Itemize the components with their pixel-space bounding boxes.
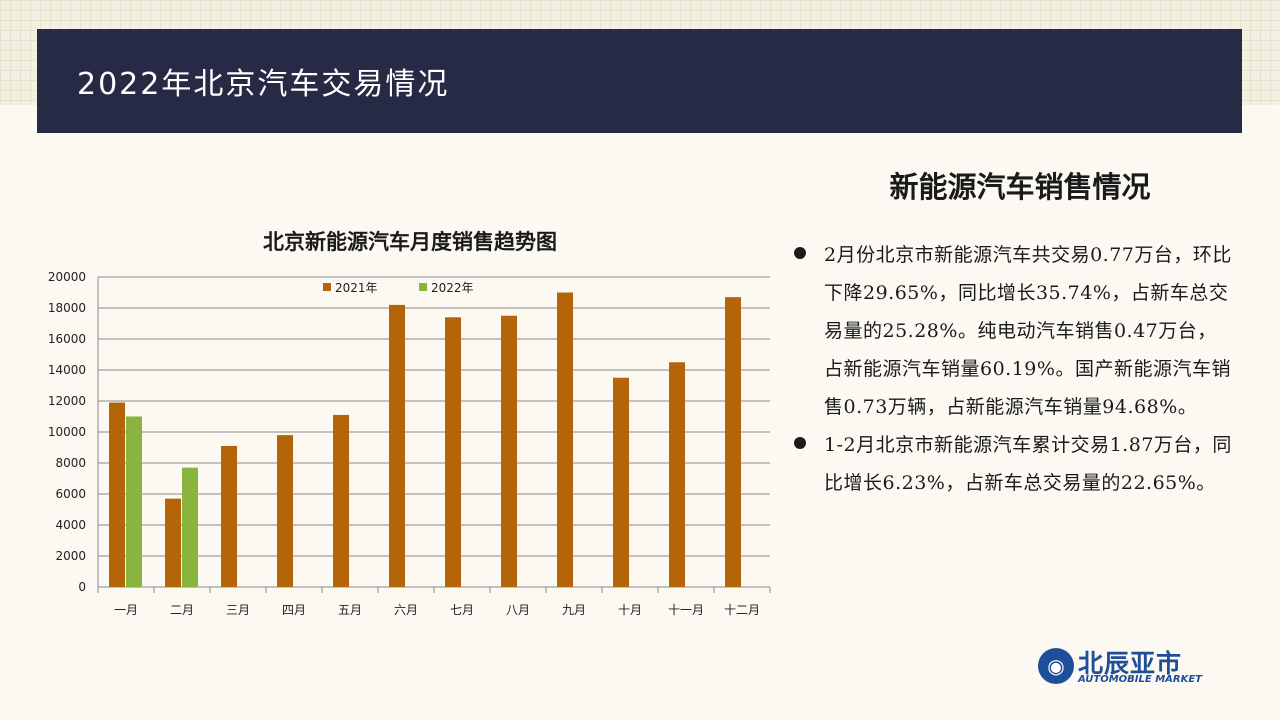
y-tick-label: 14000 xyxy=(48,363,86,377)
y-tick-label: 10000 xyxy=(48,425,86,439)
logo-english-text: AUTOMOBILE MARKET xyxy=(1078,674,1203,685)
x-tick-label: 九月 xyxy=(562,603,586,617)
bar-2021年 xyxy=(445,317,461,587)
x-tick-label: 十月 xyxy=(618,603,642,617)
x-tick-label: 一月 xyxy=(114,603,138,617)
y-tick-label: 18000 xyxy=(48,301,86,315)
bar-2021年 xyxy=(669,362,685,587)
x-tick-label: 八月 xyxy=(506,603,530,617)
y-tick-label: 6000 xyxy=(55,487,86,501)
bar-2022年 xyxy=(126,416,142,587)
bar-2021年 xyxy=(165,498,181,587)
x-tick-label: 七月 xyxy=(450,603,474,617)
section-title: 新能源汽车销售情况 xyxy=(889,170,1151,204)
x-tick-label: 五月 xyxy=(338,603,362,617)
y-tick-label: 2000 xyxy=(55,549,86,563)
x-tick-label: 二月 xyxy=(170,603,194,617)
x-tick-label: 四月 xyxy=(282,603,306,617)
x-tick-label: 十二月 xyxy=(724,603,760,617)
bullet-dot-icon xyxy=(794,247,806,259)
bullet-dot-icon xyxy=(794,437,806,449)
bullet-item: 1-2月北京市新能源汽车累计交易1.87万台，同比增长6.23%，占新车总交易量… xyxy=(794,426,1234,502)
bullet-text: 2月份北京市新能源汽车共交易0.77万台，环比下降29.65%，同比增长35.7… xyxy=(824,244,1232,418)
chart-title: 北京新能源汽车月度销售趋势图 xyxy=(263,230,557,254)
bullet-list: 2月份北京市新能源汽车共交易0.77万台，环比下降29.65%，同比增长35.7… xyxy=(794,236,1234,502)
bar-2021年 xyxy=(277,435,293,587)
y-tick-label: 0 xyxy=(78,580,86,594)
legend-label: 2021年 xyxy=(335,281,378,295)
logo-chinese-text: 北辰亚市 xyxy=(1078,649,1183,678)
legend-swatch xyxy=(323,283,331,291)
globe-car-icon: ◉ xyxy=(1038,648,1074,684)
bullet-text: 1-2月北京市新能源汽车累计交易1.87万台，同比增长6.23%，占新车总交易量… xyxy=(824,434,1232,494)
bar-2021年 xyxy=(389,304,405,587)
legend-swatch xyxy=(419,283,427,291)
y-tick-label: 4000 xyxy=(55,518,86,532)
legend-label: 2022年 xyxy=(431,281,474,295)
y-tick-label: 20000 xyxy=(48,270,86,284)
x-tick-label: 六月 xyxy=(394,603,418,617)
header-banner: 2022年北京汽车交易情况 xyxy=(37,29,1242,133)
bar-2021年 xyxy=(501,315,517,587)
bar-2021年 xyxy=(613,377,629,587)
sales-bar-chart: 0 2000 4000 6000 8000 10000 12000 14000 16000 180… xyxy=(48,270,771,617)
bar-2022年 xyxy=(182,467,198,587)
bullet-item: 2月份北京市新能源汽车共交易0.77万台，环比下降29.65%，同比增长35.7… xyxy=(794,236,1234,426)
bar-2021年 xyxy=(221,445,237,587)
x-tick-label: 三月 xyxy=(226,603,250,617)
y-tick-label: 12000 xyxy=(48,394,86,408)
logo: ◉ 北辰亚市 AUTOMOBILE MARKET xyxy=(1038,648,1218,688)
bar-2021年 xyxy=(725,297,741,587)
bar-2021年 xyxy=(109,402,125,587)
bar-2021年 xyxy=(557,292,573,587)
page-title: 2022年北京汽车交易情况 xyxy=(77,67,450,102)
y-tick-label: 16000 xyxy=(48,332,86,346)
x-tick-label: 十一月 xyxy=(668,603,704,617)
bar-2021年 xyxy=(333,414,349,587)
y-tick-label: 8000 xyxy=(55,456,86,470)
